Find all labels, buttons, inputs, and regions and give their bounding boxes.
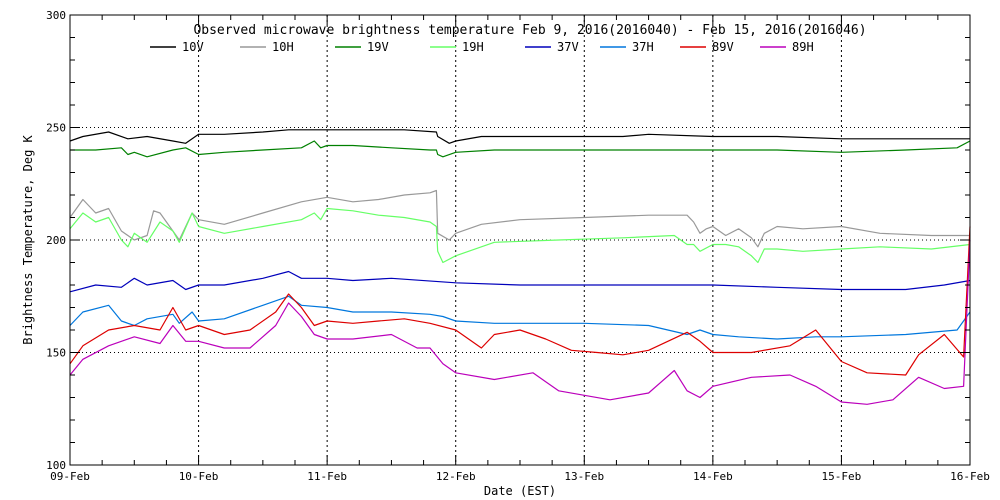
series-lines <box>69 129 971 405</box>
legend-label: 10V <box>182 40 204 54</box>
legend-label: 10H <box>272 40 294 54</box>
x-tick-label: 09-Feb <box>50 470 90 483</box>
y-tick-label: 150 <box>46 347 66 360</box>
chart-title: Observed microwave brightness temperatur… <box>193 23 866 38</box>
legend-entry-89v: 89V <box>680 40 734 54</box>
x-tick-label: 13-Feb <box>564 470 604 483</box>
series-line-19h <box>69 207 971 264</box>
y-tick-label: 100 <box>46 459 66 472</box>
legend-label: 89V <box>712 40 734 54</box>
series-line-19v <box>70 140 971 158</box>
x-tick-label: 14-Feb <box>693 470 733 483</box>
legend-entry-19h: 19H <box>430 40 484 54</box>
x-tick-label: 15-Feb <box>822 470 862 483</box>
series-line-89v <box>69 226 971 376</box>
legend-entry-10h: 10H <box>240 40 294 54</box>
x-tick-label: 10-Feb <box>179 470 219 483</box>
x-tick-label: 16-Feb <box>950 470 990 483</box>
legend-label: 37V <box>557 40 579 54</box>
legend-label: 19H <box>462 40 484 54</box>
x-tick-label: 12-Feb <box>436 470 476 483</box>
y-axis-label: Brightness Temperature, Deg K <box>21 134 35 344</box>
gridlines <box>70 15 970 465</box>
x-axis-label: Date (EST) <box>484 484 556 498</box>
legend-entry-37v: 37V <box>525 40 579 54</box>
legend-label: 89H <box>792 40 814 54</box>
x-tick-label: 11-Feb <box>307 470 347 483</box>
legend: 10V 10H 19V 19H 37V 37H 89V 89H <box>150 40 814 54</box>
legend-entry-89h: 89H <box>760 40 814 54</box>
series-line-10v <box>69 129 970 144</box>
y-tick-label: 250 <box>46 122 66 135</box>
legend-entry-19v: 19V <box>335 40 389 54</box>
legend-label: 19V <box>367 40 389 54</box>
series-line-37h <box>69 295 971 340</box>
y-tick-label: 300 <box>46 9 66 22</box>
legend-entry-10v: 10V <box>150 40 204 54</box>
axis-ticks: 100 150 200 250 300 09-Feb 10-Feb 11-Feb 12-Feb 1… <box>46 9 990 483</box>
series-line-37v <box>69 270 971 293</box>
series-line-89h <box>69 239 971 405</box>
series-line-10h <box>69 189 970 248</box>
legend-entry-37h: 37H <box>600 40 654 54</box>
y-tick-label: 200 <box>46 234 66 247</box>
legend-label: 37H <box>632 40 654 54</box>
